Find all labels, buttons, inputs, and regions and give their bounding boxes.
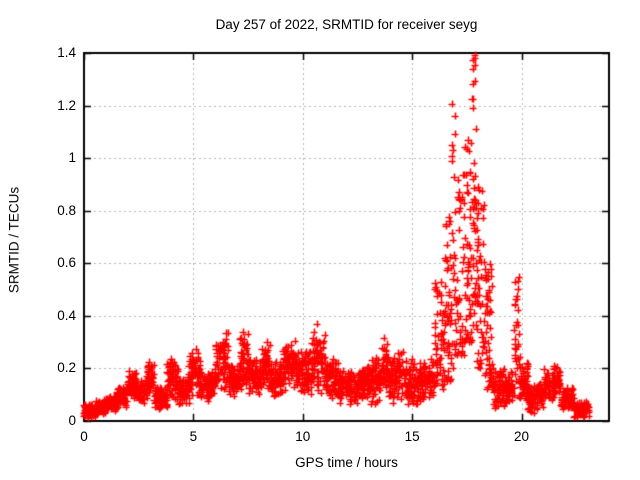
y-tick-label: 0.8 xyxy=(57,202,76,218)
y-tick-label: 1 xyxy=(68,150,76,166)
chart-title: Day 257 of 2022, SRMTID for receiver sey… xyxy=(215,17,478,32)
y-tick-label: 0.4 xyxy=(57,307,76,323)
y-tick-label: 0.6 xyxy=(57,255,76,271)
x-tick-label: 15 xyxy=(404,429,420,444)
x-tick-label: 0 xyxy=(80,429,88,444)
x-axis-label: GPS time / hours xyxy=(295,455,398,470)
y-tick-label: 1.4 xyxy=(57,45,76,60)
x-tick-label: 10 xyxy=(295,429,311,444)
x-tick-label: 20 xyxy=(513,429,530,444)
y-tick-label: 0.2 xyxy=(57,360,76,376)
y-tick-label: 1.2 xyxy=(57,97,76,113)
y-tick-label: 0 xyxy=(68,413,76,428)
x-tick-label: 5 xyxy=(189,429,198,444)
